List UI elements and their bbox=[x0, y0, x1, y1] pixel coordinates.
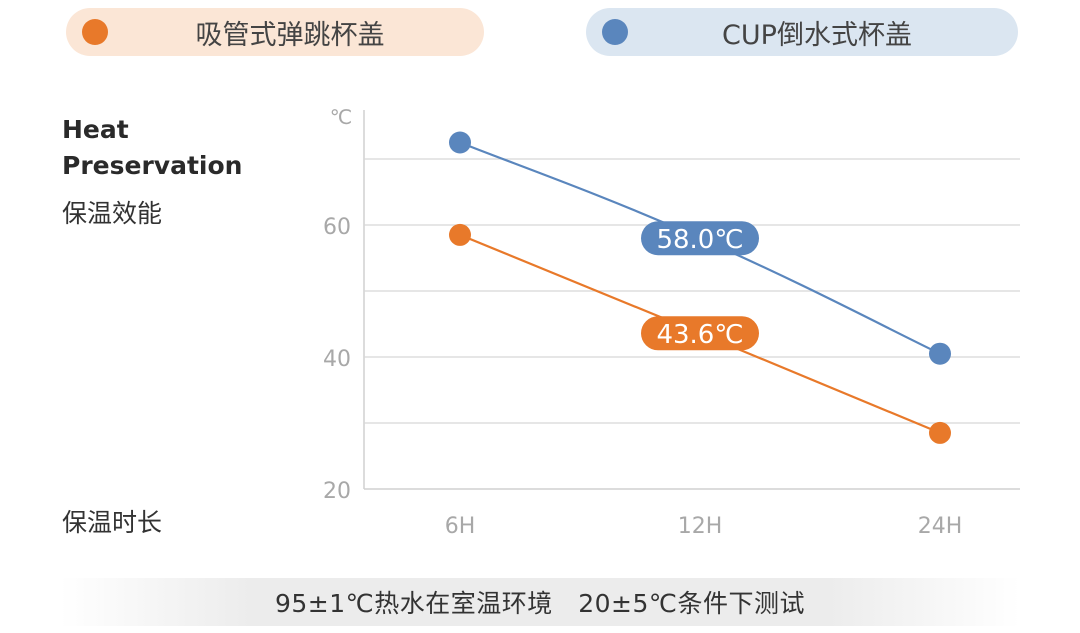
heat-preservation-label: Heat Preservation bbox=[62, 112, 242, 184]
legend-label: 吸管式弹跳杯盖 bbox=[195, 19, 385, 51]
preservation-label: Preservation bbox=[62, 151, 243, 180]
legend-item-straw-lid: 吸管式弹跳杯盖 bbox=[66, 8, 484, 56]
data-label-pill bbox=[641, 316, 759, 351]
duration-zh-label: 保温时长 bbox=[62, 508, 163, 537]
x-tick-label: 24H bbox=[918, 514, 963, 539]
data-point bbox=[449, 223, 471, 246]
y-tick-label: 60 bbox=[323, 215, 351, 240]
x-tick-label: 6H bbox=[445, 514, 476, 539]
heat-efficiency-zh-label: 保温效能 bbox=[62, 199, 163, 228]
data-point bbox=[929, 342, 951, 365]
data-point bbox=[449, 131, 471, 154]
legend-item-cup-lid: CUP倒水式杯盖 bbox=[586, 8, 1018, 56]
y-tick-label: 40 bbox=[323, 347, 351, 372]
y-tick-label: 20 bbox=[323, 479, 351, 504]
data-point bbox=[929, 421, 951, 444]
x-tick-label: 12H bbox=[678, 514, 723, 539]
data-label-pill bbox=[641, 221, 759, 256]
y-axis-unit: ℃ bbox=[330, 105, 352, 129]
test-conditions-footer: 95±1℃热水在室温环境 20±5℃条件下测试 bbox=[60, 578, 1020, 626]
heat-label: Heat bbox=[62, 115, 129, 144]
legend-dot-orange-icon bbox=[82, 19, 108, 45]
legend-dot-blue-icon bbox=[602, 19, 628, 45]
data-label: 58.0℃ bbox=[656, 225, 743, 255]
data-label: 43.6℃ bbox=[656, 320, 743, 350]
legend-label: CUP倒水式杯盖 bbox=[722, 19, 912, 51]
